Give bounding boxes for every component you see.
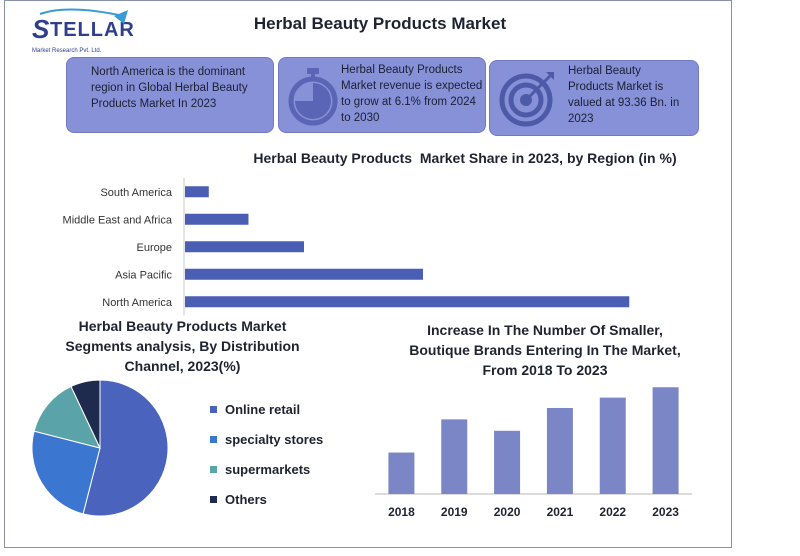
legend-item: supermarkets	[210, 454, 323, 484]
legend-item: Others	[210, 484, 323, 514]
pie-chart-title: Herbal Beauty Products Market Segments a…	[65, 318, 300, 374]
info-card-text: Herbal Beauty Products Market is valued …	[568, 65, 680, 125]
legend-item: Online retail	[210, 394, 323, 424]
region-chart-title: Herbal Beauty Products Market Share in 2…	[253, 150, 677, 166]
target-icon	[499, 72, 554, 127]
brands-chart-title: Increase In The Number Of Smaller, Bouti…	[409, 322, 681, 378]
legend-item: specialty stores	[210, 424, 323, 454]
legend-swatch	[210, 435, 217, 443]
main-title: Herbal Beauty Products Market	[253, 14, 507, 33]
info-card-dominant-region: North America is the dominant region in …	[66, 57, 274, 133]
stopwatch-icon	[288, 68, 338, 126]
legend-label: Online retail	[225, 401, 301, 417]
svg-text:TELLAR: TELLAR	[50, 19, 135, 41]
svg-text:S: S	[32, 14, 50, 44]
info-card-growth: Herbal Beauty Products Market revenue is…	[278, 57, 486, 133]
legend-swatch	[210, 405, 217, 413]
info-card-text: North America is the dominant region in …	[91, 66, 248, 110]
pie-legend: Online retail specialty stores supermark…	[210, 394, 323, 514]
stellar-logo: S TELLAR Market Research Pvt. Ltd.	[32, 8, 135, 54]
svg-text:Market Research Pvt. Ltd.: Market Research Pvt. Ltd.	[32, 48, 102, 54]
legend-label: supermarkets	[225, 461, 311, 477]
info-card-market-value: Herbal Beauty Products Market is valued …	[489, 60, 699, 136]
legend-label: specialty stores	[225, 431, 324, 447]
legend-label: Others	[225, 491, 267, 507]
legend-swatch	[210, 465, 217, 473]
legend-swatch	[210, 495, 217, 503]
info-card-text: Herbal Beauty Products Market revenue is…	[341, 64, 483, 124]
